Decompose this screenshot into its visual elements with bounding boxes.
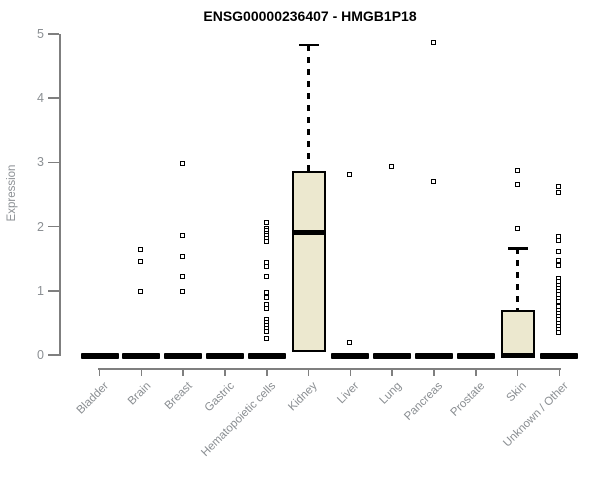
outlier-point bbox=[138, 258, 144, 264]
box-body bbox=[291, 170, 326, 352]
y-axis-tick-label: 2 bbox=[37, 219, 44, 234]
collapsed-median-bar bbox=[164, 352, 203, 360]
x-axis-category-label: Breast bbox=[162, 380, 195, 412]
collapsed-median-bar bbox=[206, 352, 244, 360]
outlier-point bbox=[514, 167, 520, 173]
y-axis-tick bbox=[48, 225, 59, 228]
y-axis-tick-label: 5 bbox=[37, 27, 44, 41]
y-axis-tick bbox=[48, 33, 59, 35]
outlier-point bbox=[556, 183, 562, 189]
outlier-point bbox=[180, 161, 186, 167]
x-axis-category-label: Hematopoietic cells bbox=[199, 380, 279, 459]
y-axis-tick bbox=[48, 97, 59, 99]
collapsed-median-bar bbox=[373, 352, 412, 360]
y-axis-tick bbox=[48, 290, 59, 292]
x-axis-category-label: Prostate bbox=[448, 380, 488, 419]
whisker-line bbox=[307, 44, 310, 171]
outlier-point bbox=[263, 239, 269, 244]
y-axis-tick-label: 0 bbox=[37, 348, 44, 362]
x-axis-category-label: Liver bbox=[335, 380, 362, 407]
outlier-point bbox=[556, 189, 562, 195]
median-line bbox=[500, 352, 535, 358]
x-axis-tick bbox=[391, 369, 393, 376]
collapsed-median-bar bbox=[456, 352, 495, 360]
outlier-point bbox=[263, 306, 269, 312]
x-axis-category-label: Lung bbox=[377, 380, 404, 407]
x-axis-category-label: Pancreas bbox=[402, 380, 446, 423]
x-axis-tick bbox=[224, 369, 226, 376]
outlier-point bbox=[263, 264, 269, 270]
outlier-point bbox=[347, 340, 353, 346]
x-axis-tick bbox=[516, 369, 519, 376]
y-axis-line bbox=[59, 34, 61, 356]
x-axis-tick bbox=[558, 369, 561, 376]
x-axis-category-label: Brain bbox=[125, 380, 153, 408]
outlier-point bbox=[556, 263, 562, 269]
outlier-point bbox=[138, 289, 144, 295]
whisker-cap bbox=[298, 43, 319, 47]
median-line bbox=[291, 229, 326, 235]
outlier-point bbox=[431, 39, 436, 45]
outlier-point bbox=[556, 237, 562, 243]
outlier-point bbox=[389, 163, 395, 169]
outlier-point bbox=[556, 258, 562, 264]
outlier-point bbox=[263, 335, 269, 341]
x-axis-category-label: Gastric bbox=[202, 380, 237, 415]
x-axis-line bbox=[98, 368, 561, 370]
collapsed-median-bar bbox=[80, 352, 119, 360]
outlier-point bbox=[263, 328, 269, 334]
x-axis-tick bbox=[433, 369, 435, 376]
outlier-point bbox=[138, 247, 144, 253]
y-axis-title: Expression bbox=[6, 164, 18, 222]
outlier-point bbox=[556, 298, 562, 304]
whisker-line bbox=[516, 248, 519, 311]
outlier-point bbox=[263, 294, 269, 300]
outlier-point bbox=[347, 172, 353, 178]
x-axis-tick bbox=[140, 369, 143, 376]
y-axis-tick bbox=[48, 354, 59, 356]
chart-title: ENSG00000236407 - HMGB1P18 bbox=[203, 8, 417, 24]
y-axis-tick-label: 3 bbox=[37, 155, 44, 170]
outlier-point bbox=[180, 273, 186, 279]
x-axis-tick bbox=[266, 369, 268, 376]
collapsed-median-bar bbox=[247, 352, 286, 360]
y-axis-tick-label: 4 bbox=[37, 91, 44, 106]
outlier-point bbox=[263, 273, 269, 279]
outlier-point bbox=[556, 249, 562, 255]
x-axis-tick bbox=[349, 369, 352, 376]
collapsed-median-bar bbox=[540, 352, 579, 360]
x-axis-tick bbox=[307, 369, 310, 376]
outlier-point bbox=[263, 219, 269, 225]
x-axis-tick bbox=[475, 369, 477, 376]
collapsed-median-bar bbox=[331, 352, 370, 360]
outlier-point bbox=[180, 289, 186, 295]
outlier-point bbox=[431, 179, 436, 185]
x-axis-category-label: Kidney bbox=[286, 380, 321, 414]
outlier-point bbox=[180, 233, 186, 239]
x-axis-tick bbox=[98, 369, 101, 376]
x-axis-category-label: Skin bbox=[504, 380, 530, 405]
y-axis-tick-label: 1 bbox=[37, 283, 44, 298]
box-body bbox=[500, 310, 535, 355]
whisker-cap bbox=[507, 247, 528, 250]
outlier-point bbox=[180, 253, 186, 259]
collapsed-median-bar bbox=[415, 352, 453, 360]
outlier-point bbox=[556, 329, 562, 335]
x-axis-category-label: Bladder bbox=[74, 380, 112, 417]
outlier-point bbox=[514, 181, 520, 187]
outlier-point bbox=[514, 225, 520, 231]
y-axis-tick bbox=[48, 161, 59, 164]
x-axis-tick bbox=[182, 369, 184, 376]
collapsed-median-bar bbox=[122, 352, 161, 360]
